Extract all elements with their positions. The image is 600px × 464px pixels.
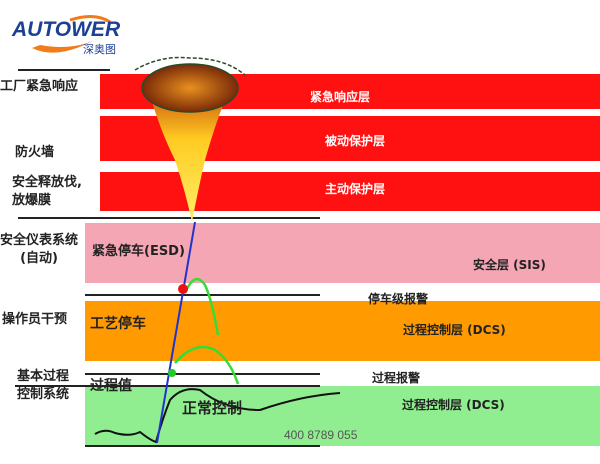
inner-label-process-trip: 工艺停车 xyxy=(90,316,146,332)
band-label-emergency: 紧急响应层 xyxy=(310,90,371,104)
divider xyxy=(18,217,320,219)
explosion-cloud-icon xyxy=(141,63,239,113)
alarm-point-green xyxy=(168,369,176,377)
band-label-process-alarm: 过程报警 xyxy=(372,371,421,385)
band-label-dcs-1: 过程控制层 (DCS) xyxy=(403,323,506,337)
trip-point-red xyxy=(178,284,188,294)
inner-label-esd: 紧急停车(ESD) xyxy=(92,244,185,259)
inner-label-normal-control: 正常控制 xyxy=(182,399,243,417)
divider xyxy=(85,445,320,447)
escalation-line xyxy=(156,221,196,444)
left-label-plant-response: 工厂紧急响应 xyxy=(0,79,79,94)
band-operator xyxy=(85,301,600,361)
inner-label-process-value: 过程值 xyxy=(90,378,132,394)
band-label-active: 主动保护层 xyxy=(325,182,386,196)
left-label-relief: 安全释放伐, 放爆膜 xyxy=(12,175,82,208)
logo-swoosh-icon xyxy=(32,15,111,53)
band-bpcs xyxy=(85,386,600,446)
divider xyxy=(85,373,320,375)
logo-subtext: 深奥图 xyxy=(83,43,116,56)
alarm-arc-upper xyxy=(183,277,220,336)
band-label-passive: 被动保护层 xyxy=(325,134,386,148)
left-label-sis: 安全仪表系统 (自动) xyxy=(0,233,79,266)
process-value-curve xyxy=(94,388,341,444)
band-label-sis: 安全层 (SIS) xyxy=(473,258,546,272)
band-label-dcs-2: 过程控制层 (DCS) xyxy=(402,398,505,412)
left-label-operator: 操作员干预 xyxy=(2,312,68,327)
left-label-firewall: 防火墙 xyxy=(15,145,55,160)
logo-text: AUTOWER xyxy=(12,18,121,41)
flame-icon xyxy=(150,95,225,222)
left-label-bpcs: 基本过程 控制系统 xyxy=(17,369,70,402)
divider xyxy=(85,294,320,296)
footer-phone: 400 8789 055 xyxy=(284,428,358,442)
alarm-arc-lower xyxy=(174,345,240,385)
band-sis xyxy=(85,223,600,283)
logo: AUTOWER 深奥图 xyxy=(10,12,130,58)
divider xyxy=(18,69,110,71)
band-label-trip-alarm: 停车级报警 xyxy=(368,292,429,306)
